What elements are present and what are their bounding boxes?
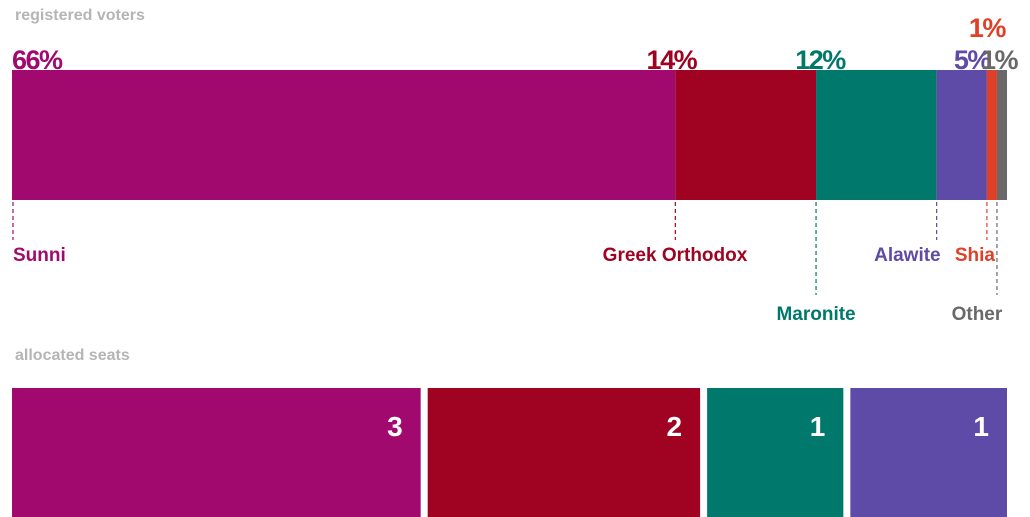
seat-block-sunni <box>12 388 421 517</box>
pct-label-alawite: 5% <box>954 45 992 75</box>
voters-bar-greek-orthodox <box>675 70 817 200</box>
category-label-greek-orthodox: Greek Orthodox <box>603 245 748 266</box>
seat-count-maronite: 1 <box>810 411 826 442</box>
seat-count-greek-orthodox: 2 <box>667 411 683 442</box>
voters-bar-maronite <box>816 70 937 200</box>
voters-bar-alawite <box>936 70 987 200</box>
pct-label-maronite: 12% <box>795 45 846 75</box>
seat-block-greek-orthodox <box>427 388 701 517</box>
seat-count-alawite: 1 <box>973 411 989 442</box>
category-label-maronite: Maronite <box>776 304 855 325</box>
voters-bar-shia <box>986 70 997 200</box>
seats-bar-group: 3 2 1 1 <box>12 388 1007 517</box>
pct-label-greek-orthodox: 14% <box>647 45 698 75</box>
voters-bar-other <box>996 70 1007 200</box>
category-label-sunni: Sunni <box>13 245 66 266</box>
voters-section-label: registered voters <box>15 7 145 24</box>
pct-label-sunni: 66% <box>12 45 63 75</box>
category-label-alawite: Alawite <box>874 245 941 266</box>
category-label-shia: Shia <box>955 245 996 266</box>
category-label-other: Other <box>952 304 1003 325</box>
seat-count-sunni: 3 <box>387 411 403 442</box>
pct-label-shia: 1% <box>969 13 1007 43</box>
pct-label-other: 1% <box>981 45 1019 75</box>
seat-block-maronite <box>707 388 844 517</box>
voters-bar-group: 66% Sunni 14% Greek Orthodox 12% Maronite 5% Al… <box>12 13 1020 325</box>
voters-bar-sunni <box>12 70 676 200</box>
seats-section-label: allocated seats <box>15 347 130 364</box>
seat-block-alawite <box>850 388 1007 517</box>
